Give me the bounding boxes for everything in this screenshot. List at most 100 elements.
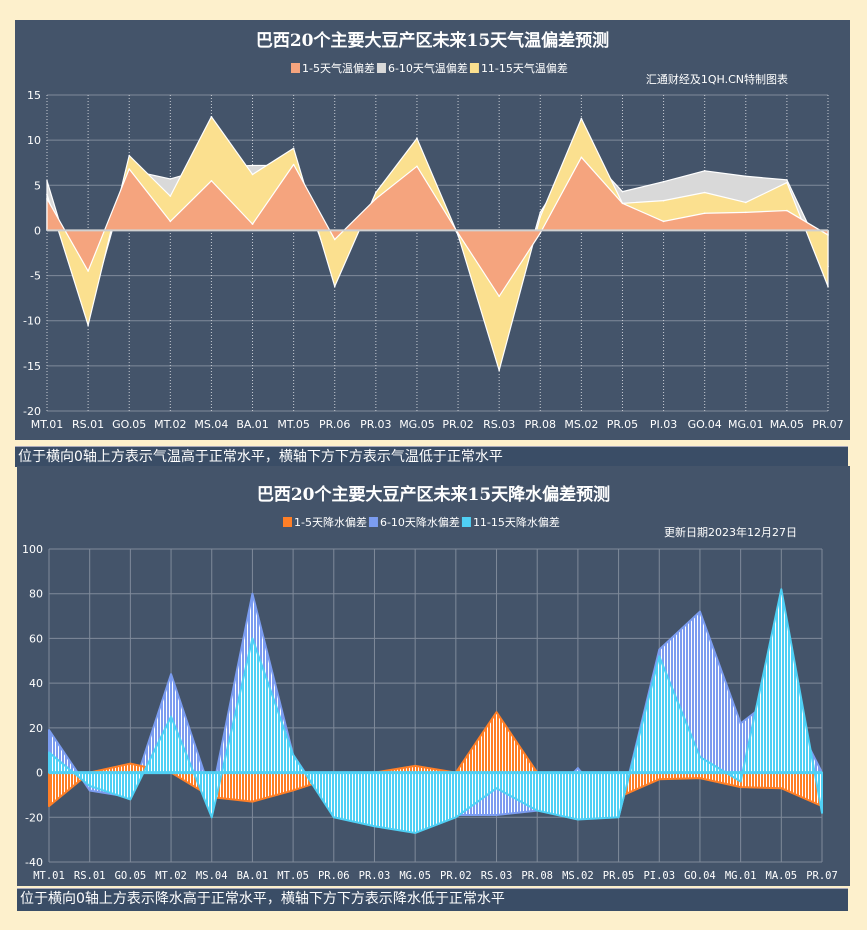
x-tick-label: RS.03 [483, 418, 515, 431]
precipitation-chart: 巴西20个主要大豆产区未来15天降水偏差预测 1-5天降水偏差 6-10天降水偏差 1… [22, 484, 838, 882]
data-point-series-2 [577, 767, 579, 769]
data-point-series-3 [416, 137, 418, 140]
data-point-series-1 [333, 238, 336, 241]
data-point-series-2 [48, 729, 50, 731]
x-tick-label: GO.05 [112, 418, 146, 431]
y-tick-label: 0 [36, 767, 43, 780]
x-tick-label: PR.06 [319, 418, 350, 431]
legend-swatch-2 [368, 517, 378, 527]
x-tick-label: MT.02 [154, 418, 186, 431]
data-point-series-3 [617, 816, 620, 819]
data-point-series-3 [332, 816, 335, 819]
data-point-series-2 [662, 180, 665, 183]
data-point-series-1 [580, 156, 583, 159]
x-tick-label: BA.01 [237, 870, 269, 882]
y-tick-label: 80 [29, 588, 43, 601]
x-tick-label: PR.05 [607, 418, 638, 431]
y-tick-label: 40 [29, 677, 43, 690]
data-point-series-3 [333, 285, 336, 288]
x-tick-label: MT.05 [277, 418, 309, 431]
precipitation-caption: 位于横向0轴上方表示降水高于正常水平，横轴下方下方表示降水低于正常水平 [17, 888, 848, 911]
legend-label-2: 6-10天降水偏差 [380, 515, 460, 529]
data-point-series-1 [251, 800, 254, 803]
x-tick-label: PR.07 [806, 870, 838, 882]
data-point-series-1 [662, 220, 665, 223]
data-point-series-1 [292, 789, 294, 792]
data-point-series-1 [703, 212, 706, 215]
y-tick-label: -20 [23, 405, 41, 418]
chart-title: 巴西20个主要大豆产区未来15天气温偏差预测 [256, 30, 609, 51]
y-tick-label: 0 [34, 224, 41, 237]
data-point-series-3 [455, 816, 457, 819]
legend-label-3: 11-15天气温偏差 [481, 61, 568, 75]
x-tick-label: MA.05 [770, 418, 804, 431]
y-tick-label: 100 [22, 543, 43, 556]
data-point-series-1 [375, 198, 377, 200]
y-tick-label: -10 [23, 315, 41, 328]
data-point-series-1 [539, 232, 542, 234]
x-tick-label: PR.03 [359, 870, 391, 882]
data-point-series-3 [251, 637, 254, 640]
data-point-series-3 [495, 787, 498, 790]
data-point-series-3 [821, 812, 823, 814]
data-point-series-3 [292, 147, 295, 150]
y-tick-label: 60 [29, 632, 43, 645]
y-tick-label: -15 [23, 360, 41, 373]
area-series-3 [46, 116, 829, 371]
data-point-series-3 [536, 809, 539, 812]
x-tick-label: PR.07 [812, 418, 843, 431]
legend-swatch-1 [291, 63, 300, 73]
legend-swatch-2 [376, 63, 386, 73]
x-tick-label: RS.01 [74, 870, 106, 882]
chart-title: 巴西20个主要大豆产区未来15天降水偏差预测 [257, 484, 610, 505]
data-point-series-2 [621, 190, 624, 193]
data-point-series-3 [699, 756, 701, 758]
data-point-series-1 [658, 778, 661, 781]
data-point-series-1 [457, 232, 459, 234]
x-tick-label: MA.05 [766, 870, 798, 882]
data-point-series-3 [577, 818, 579, 821]
x-tick-label: PI.03 [650, 418, 677, 431]
x-tick-label: MS.04 [194, 418, 228, 431]
x-tick-label: PI.03 [643, 870, 675, 882]
data-point-series-2 [744, 175, 747, 178]
data-point-series-1 [744, 211, 747, 214]
x-tick-label: MS.02 [564, 418, 598, 431]
legend-label-1: 1-5天降水偏差 [294, 515, 367, 529]
y-tick-label: -5 [30, 270, 41, 283]
data-point-series-1 [129, 762, 132, 765]
data-point-series-3 [580, 117, 583, 120]
y-tick-label: 20 [29, 722, 43, 735]
data-point-series-3 [786, 181, 788, 184]
data-point-series-3 [375, 191, 377, 194]
data-point-series-2 [251, 592, 254, 595]
x-tick-label: PR.06 [318, 870, 350, 882]
data-point-series-3 [744, 201, 747, 204]
data-point-series-3 [48, 751, 50, 754]
x-tick-label: MT.01 [31, 418, 63, 431]
x-tick-label: GO.05 [115, 870, 147, 882]
data-point-series-3 [539, 216, 542, 218]
data-point-series-1 [498, 295, 500, 298]
y-tick-label: -40 [25, 856, 43, 869]
data-point-series-1 [48, 805, 50, 807]
x-tick-label: BA.01 [236, 418, 268, 431]
data-point-series-3 [658, 655, 661, 658]
y-tick-label: -20 [25, 811, 43, 824]
data-point-series-3 [129, 798, 132, 801]
legend-label-1: 1-5天气温偏差 [302, 61, 375, 75]
data-point-series-3 [210, 115, 213, 118]
data-point-series-1 [699, 777, 701, 779]
data-point-series-1 [210, 179, 213, 182]
data-point-series-3 [251, 173, 254, 176]
data-point-series-2 [251, 164, 254, 167]
data-point-series-3 [662, 199, 665, 202]
data-point-series-2 [495, 814, 498, 816]
data-point-series-2 [658, 648, 661, 651]
data-point-series-1 [169, 220, 172, 223]
chart-note: 更新日期2023年12月27日 [664, 525, 797, 539]
data-point-series-1 [621, 202, 624, 205]
data-point-series-3 [827, 285, 829, 288]
data-point-series-3 [703, 191, 706, 194]
data-point-series-3 [169, 195, 172, 197]
